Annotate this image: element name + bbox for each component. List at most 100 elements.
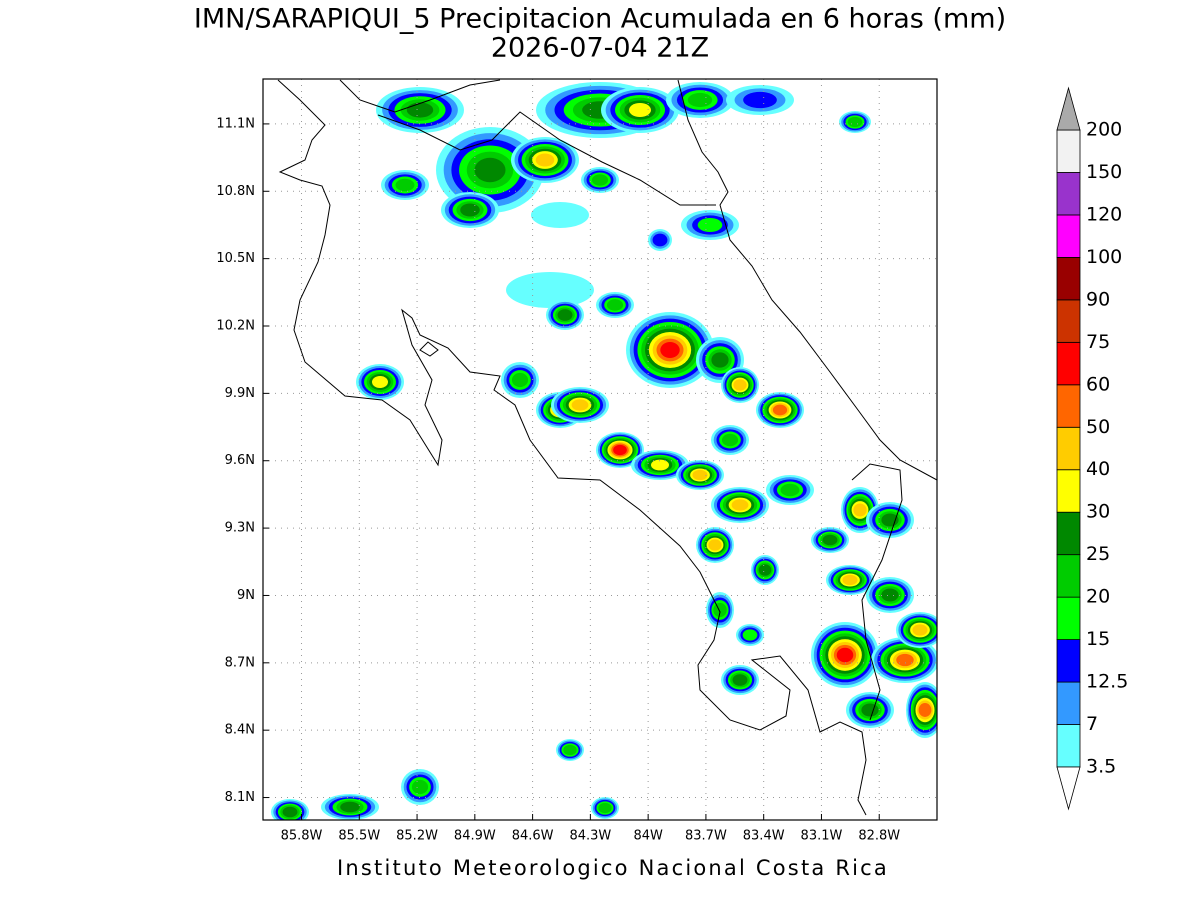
colorbar-bin [1056,214,1081,258]
precip-contour [460,203,480,217]
colorbar-label: 20 [1086,586,1110,608]
precip-contour [598,802,612,814]
colorbar-label: 200 [1086,119,1122,141]
colorbar-label: 3.5 [1086,756,1116,778]
precip-contour [772,404,788,416]
precip-contour [563,744,577,756]
y-tick-label: 9.6N [225,453,255,468]
island [419,341,439,357]
precip-contour [842,574,858,586]
precip-contour [743,91,777,109]
grid: 85.8W 85.5W 85.2W 84.9W 84.6W 84.3W 84W 83.7W 83… [216,79,937,844]
precip-contour [606,299,624,311]
precip-contour [372,376,388,388]
precip-contour [340,801,360,813]
x-tick-label: 85.5W [338,829,380,844]
precip-contour [822,534,838,546]
x-tick-label: 83.4W [743,829,785,844]
precip-contour [535,153,555,167]
precip-contour [733,379,747,391]
colorbar-label: 25 [1086,543,1110,565]
precip-contour [742,629,758,641]
subtitle: 2026-07-04 21Z [491,33,709,64]
precip-contour [506,272,594,308]
colorbar: 3.5 7 12.5 15 20 25 30 40 50 60 75 90 100 120 150 200 [1056,86,1128,811]
colorbar-label: 50 [1086,416,1110,438]
precip-contour [918,703,932,717]
y-tick-label: 9.9N [225,386,255,401]
x-tick-label: 85.8W [281,829,323,844]
precip-contour [881,513,899,527]
precip-contour [731,499,749,511]
nicaragua-border [377,111,716,206]
colorbar-label: 40 [1086,458,1110,480]
colorbar-bin [1056,129,1081,173]
precip-contour [732,674,748,686]
precip-contour [660,342,680,358]
pacific-coast [277,79,867,816]
x-tick-label: 82.8W [858,829,900,844]
title: IMN/SARAPIQUI_5 Precipitacion Acumulada … [194,4,1006,35]
x-tick-label: 85.2W [396,829,438,844]
x-tick-label: 83.7W [685,829,727,844]
colorbar-bin [1056,256,1081,301]
precip-contour [395,178,415,192]
precip-contour [721,433,739,447]
colorbar-label: 90 [1086,288,1110,310]
colorbar-label: 15 [1086,628,1110,650]
precip-contour [847,116,863,128]
y-tick-label: 9.3N [225,521,255,536]
colorbar-bin [1056,341,1081,386]
y-tick-label: 9N [237,588,255,603]
x-tick-label: 84.3W [569,829,611,844]
precip-contour [613,444,627,456]
panama-border [851,463,903,721]
x-tick-label: 84.6W [512,829,554,844]
precip-contour [557,309,573,321]
colorbar-label: 150 [1086,161,1122,183]
precip-contour [692,469,708,481]
precip-contour [652,233,668,247]
colorbar-label: 7 [1086,713,1098,735]
precip-contour [713,602,727,618]
precip-contour [474,157,506,183]
precip-contour [711,352,729,368]
precip-contour [651,459,669,471]
colorbar-label: 12.5 [1086,671,1128,693]
colorbar-label: 30 [1086,501,1110,523]
precip-contour [571,399,589,411]
colorbar-under [1056,766,1081,811]
colorbar-bin [1056,426,1081,471]
x-tick-label: 84W [633,829,663,844]
colorbar-bin [1056,384,1081,428]
precip-contour [697,218,723,232]
map-frame [262,78,938,821]
precip-contour [853,503,867,517]
precip-contour [629,103,651,117]
precip-contour [861,703,879,717]
colorbar-bin [1056,639,1081,683]
x-tick-label: 83.1W [801,829,843,844]
colorbar-bin [1056,681,1081,725]
colorbar-bin [1056,299,1081,343]
lake-shore [339,79,501,113]
colorbar-bin [1056,172,1081,216]
precip-contour [780,483,800,497]
y-tick-label: 8.7N [225,655,255,670]
colorbar-bin [1056,596,1081,641]
precip-contour [758,564,772,576]
colorbar-label: 100 [1086,246,1122,268]
y-tick-label: 10.5N [216,251,255,266]
colorbar-label: 60 [1086,373,1110,395]
coastlines [277,79,937,816]
colorbar-bin [1056,511,1081,556]
colorbar-bin [1056,554,1081,598]
caribbean-coast [677,79,937,481]
colorbar-label: 75 [1086,331,1110,353]
y-tick-label: 10.2N [216,319,255,334]
colorbar-over [1056,86,1081,131]
precip-contour [406,102,434,118]
colorbar-label: 120 [1086,203,1122,225]
precip-contour [531,202,589,228]
y-tick-label: 11.1N [216,116,255,131]
